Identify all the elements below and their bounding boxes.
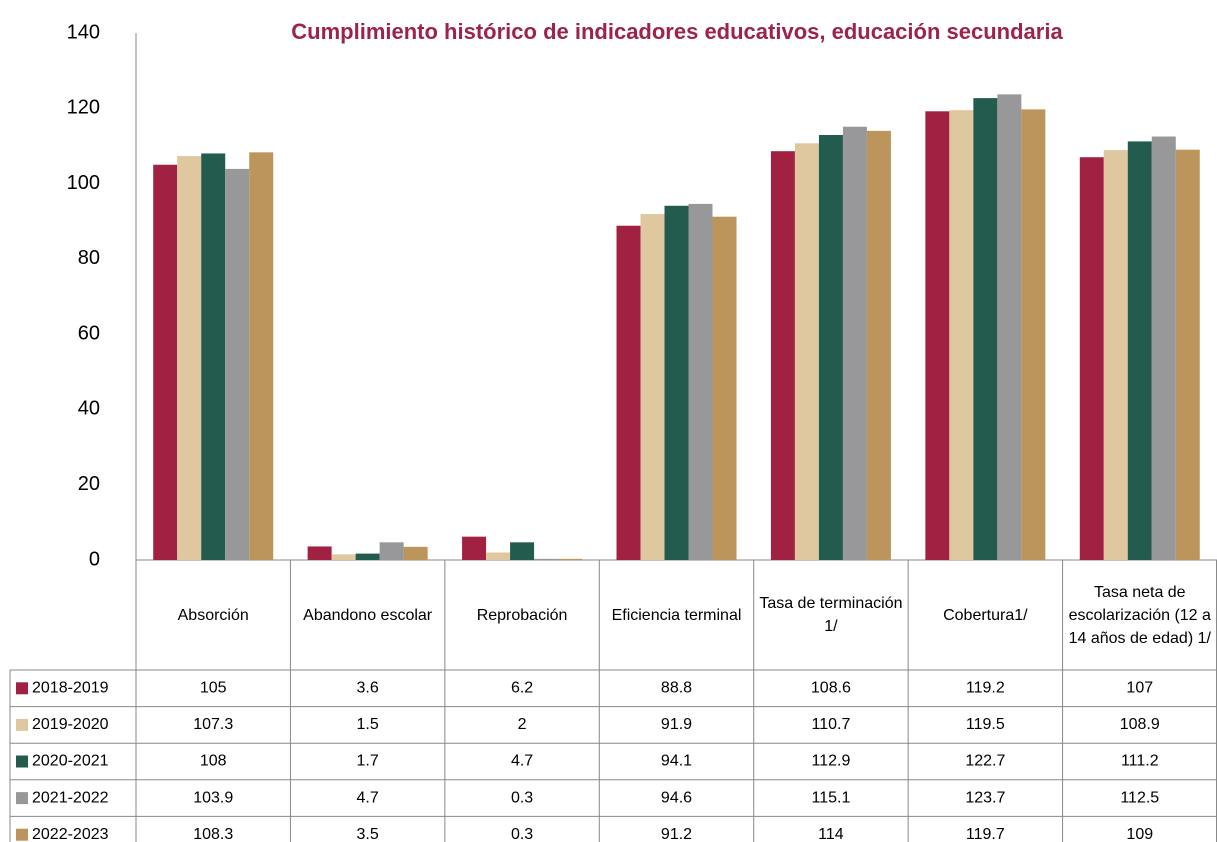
legend-swatch bbox=[16, 792, 28, 805]
legend-label: 2020-2021 bbox=[32, 753, 109, 770]
table-cell: 6.2 bbox=[511, 680, 533, 697]
table-cell: 107.3 bbox=[193, 716, 233, 733]
bar bbox=[403, 546, 428, 560]
legend-label: 2019-2020 bbox=[32, 716, 109, 733]
table-cell: 91.9 bbox=[661, 716, 692, 733]
bar bbox=[534, 558, 559, 560]
table-cell: 110.7 bbox=[811, 716, 850, 733]
x-tick-label: Abandono escolar bbox=[303, 606, 433, 624]
table-cell: 91.2 bbox=[661, 826, 692, 842]
bar bbox=[1127, 141, 1152, 560]
bar bbox=[640, 214, 665, 561]
x-tick-label: Cobertura1/ bbox=[943, 606, 1028, 624]
bar bbox=[249, 152, 274, 560]
y-tick-label: 40 bbox=[78, 398, 100, 420]
table-cell: 108.9 bbox=[1120, 716, 1160, 733]
x-tick-label: Tasa de terminación 1/ bbox=[759, 595, 903, 635]
y-tick-label: 60 bbox=[78, 322, 100, 344]
bar bbox=[842, 126, 867, 560]
bar bbox=[866, 130, 891, 560]
bar bbox=[688, 203, 713, 561]
legend-swatch bbox=[16, 718, 28, 731]
bar bbox=[225, 168, 250, 560]
table-cell: 2 bbox=[518, 716, 527, 733]
bar bbox=[331, 554, 356, 560]
x-tick-label: Reprobación bbox=[476, 606, 568, 624]
bar bbox=[794, 143, 819, 560]
table-cell: 0.3 bbox=[511, 789, 533, 806]
legend-label: 2018-2019 bbox=[32, 680, 109, 697]
bar bbox=[1103, 150, 1128, 561]
table-cell: 111.2 bbox=[1121, 753, 1159, 770]
bar bbox=[307, 546, 332, 560]
table-cell: 108.3 bbox=[193, 826, 233, 842]
y-tick-label: 0 bbox=[89, 548, 100, 570]
bar bbox=[201, 153, 226, 560]
x-tick-label: Eficiencia terminal bbox=[611, 606, 742, 624]
bar bbox=[949, 110, 974, 561]
table-cell: 4.7 bbox=[511, 753, 533, 770]
table-cell: 109 bbox=[1126, 826, 1153, 842]
bar bbox=[1079, 157, 1104, 560]
table-cell: 112.5 bbox=[1120, 789, 1159, 806]
table-cell: 119.5 bbox=[966, 716, 1005, 733]
legend-swatch bbox=[16, 755, 28, 768]
table-cell: 123.7 bbox=[965, 789, 1005, 806]
table-cell: 115.1 bbox=[811, 789, 850, 806]
bar bbox=[510, 542, 535, 560]
x-tick-label: Absorción bbox=[177, 606, 249, 624]
table-cell: 4.7 bbox=[357, 789, 379, 806]
y-tick-label: 80 bbox=[78, 247, 100, 269]
table-cell: 119.7 bbox=[966, 826, 1005, 842]
bar bbox=[973, 98, 998, 561]
legend-swatch bbox=[16, 682, 28, 695]
bar bbox=[558, 558, 583, 560]
table-cell: 119.2 bbox=[966, 680, 1005, 697]
table-cell: 1.5 bbox=[357, 716, 379, 733]
legend-label: 2021-2022 bbox=[32, 789, 109, 806]
table-cell: 108.6 bbox=[811, 680, 851, 697]
bar bbox=[616, 225, 641, 560]
bar bbox=[462, 536, 487, 560]
y-tick-label: 20 bbox=[78, 473, 100, 495]
bar bbox=[1175, 149, 1200, 560]
table-cell: 88.8 bbox=[661, 680, 692, 697]
bar bbox=[925, 111, 950, 560]
bar bbox=[770, 151, 795, 560]
table-cell: 114 bbox=[818, 826, 844, 842]
bar bbox=[997, 94, 1022, 561]
table-cell: 94.6 bbox=[661, 789, 692, 806]
chart-title: Cumplimiento histórico de indicadores ed… bbox=[291, 19, 1063, 44]
table-cell: 1.7 bbox=[357, 753, 379, 770]
bar bbox=[153, 164, 178, 560]
bar bbox=[1021, 109, 1046, 560]
table-cell: 105 bbox=[200, 680, 227, 697]
x-tick-label: Tasa neta de escolarización (12 a 14 año… bbox=[1068, 583, 1211, 647]
table-cell: 108 bbox=[200, 753, 227, 770]
bar bbox=[664, 205, 689, 561]
bar bbox=[486, 552, 511, 560]
bar bbox=[818, 135, 843, 560]
table-cell: 0.3 bbox=[511, 826, 533, 842]
table-cell: 3.5 bbox=[357, 826, 379, 842]
legend-label: 2022-2023 bbox=[32, 826, 109, 842]
table-cell: 107 bbox=[1126, 680, 1153, 697]
y-tick-label: 120 bbox=[67, 97, 100, 119]
bar bbox=[379, 542, 404, 560]
y-tick-label: 140 bbox=[67, 21, 100, 43]
table-cell: 122.7 bbox=[965, 753, 1005, 770]
table-cell: 94.1 bbox=[661, 753, 692, 770]
bar bbox=[177, 156, 202, 560]
table-cell: 103.9 bbox=[193, 789, 233, 806]
bar bbox=[712, 216, 737, 560]
table-cell: 112.9 bbox=[811, 753, 850, 770]
y-tick-label: 100 bbox=[67, 172, 100, 194]
bar bbox=[1151, 136, 1176, 560]
table-cell: 3.6 bbox=[357, 680, 379, 697]
bar bbox=[355, 553, 380, 560]
legend-swatch bbox=[16, 828, 28, 841]
